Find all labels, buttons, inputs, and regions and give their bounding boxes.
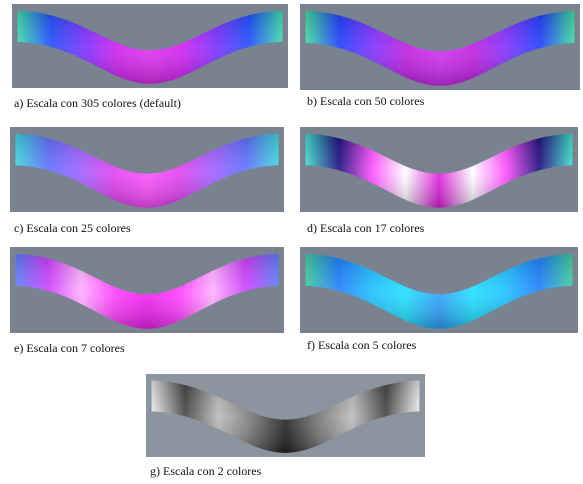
- beam-image: [300, 4, 580, 90]
- caption: b) Escala con 50 colores: [307, 94, 424, 109]
- beam-image: [300, 127, 578, 212]
- beam-image: [10, 247, 284, 333]
- caption: d) Escala con 17 colores: [307, 221, 424, 236]
- beam-image: [300, 247, 578, 333]
- caption: a) Escala con 305 colores (default): [14, 96, 181, 111]
- figure-page: a) Escala con 305 colores (default) b) E…: [0, 0, 583, 484]
- beam-image: [12, 4, 288, 88]
- beam-image: [10, 127, 284, 212]
- beam-image: [146, 374, 425, 457]
- caption: c) Escala con 25 colores: [14, 221, 131, 236]
- caption: e) Escala con 7 colores: [14, 341, 125, 356]
- caption: g) Escala con 2 colores: [150, 464, 261, 479]
- caption: f) Escala con 5 colores: [307, 338, 416, 353]
